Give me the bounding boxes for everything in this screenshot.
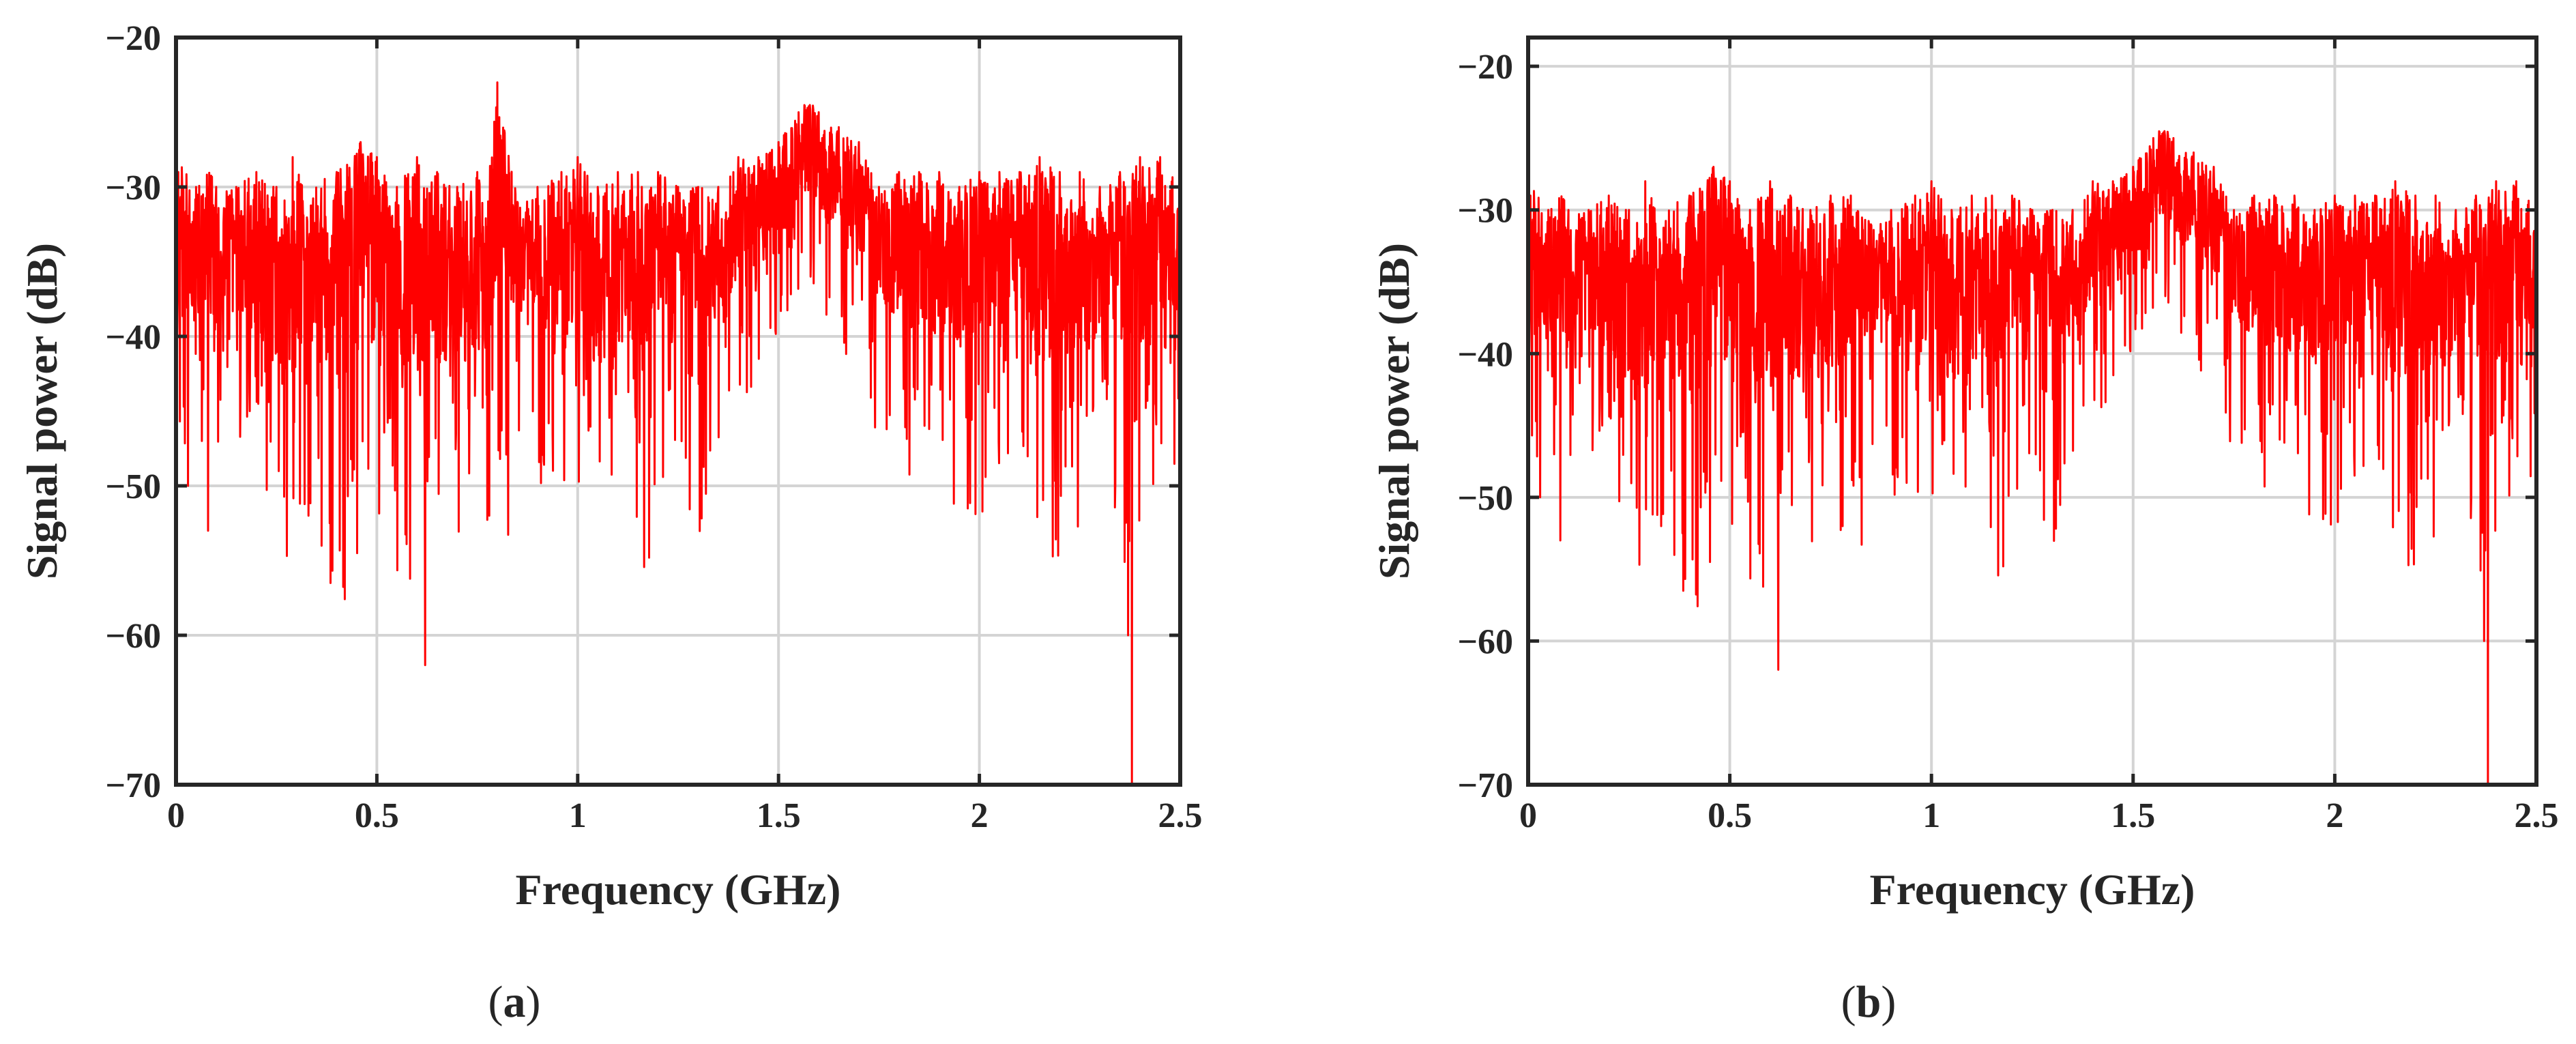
x-tick-label: 0.5 — [355, 796, 399, 835]
grid-lines — [176, 38, 1180, 785]
x-tick-label: 1 — [1922, 796, 1940, 835]
grid-lines — [1528, 38, 2536, 785]
x-tick-label: 2 — [971, 796, 989, 835]
spectrum-line — [1527, 37, 2538, 786]
panel-label-letter: b — [1856, 977, 1882, 1027]
y-tick-label: −40 — [1457, 335, 1513, 374]
y-tick-label: −20 — [1457, 48, 1513, 87]
x-axis-title: Frequency (GHz) — [1870, 865, 2195, 914]
x-tick-label: 0 — [1519, 796, 1537, 835]
panel-label: (b) — [1841, 977, 1897, 1027]
series-layer — [1527, 37, 2538, 786]
y-tick-label: −50 — [1457, 479, 1513, 518]
x-tick-label: 0 — [167, 796, 185, 835]
y-tick-label: −40 — [105, 318, 161, 357]
x-tick-label: 2 — [2326, 796, 2343, 835]
y-axis-title: Signal power (dB) — [1370, 243, 1418, 579]
x-tick-label: 2.5 — [1158, 796, 1203, 835]
chart-panel-b: 0 0.5 1 1.5 2 2.5 −70 −60 −50 −40 −30 −20 Frequency… — [1370, 35, 2559, 1027]
x-tick-label: 0.5 — [1708, 796, 1752, 835]
x-tick-label: 2.5 — [2515, 796, 2559, 835]
y-tick-label: −30 — [1457, 192, 1513, 231]
panel-label: (a) — [488, 977, 541, 1027]
axes-frame — [1526, 35, 2538, 787]
x-tick-label: 1 — [569, 796, 587, 835]
y-tick-label: −50 — [105, 467, 161, 506]
tick-layer: 0 0.5 1 1.5 2 2.5 −70 −60 −50 −40 −30 −20 — [1457, 38, 2559, 835]
y-tick-label: −60 — [105, 617, 161, 656]
x-axis-title: Frequency (GHz) — [516, 865, 841, 914]
x-tick-label: 1.5 — [2111, 796, 2155, 835]
y-tick-label: −20 — [105, 19, 161, 58]
series-layer — [175, 37, 1182, 786]
x-tick-label: 1.5 — [757, 796, 801, 835]
y-tick-label: −30 — [105, 169, 161, 207]
y-tick-label: −70 — [1457, 766, 1513, 805]
axes-frame — [174, 35, 1182, 787]
y-tick-label: −60 — [1457, 622, 1513, 661]
chart-panel-a: 0 0.5 1 1.5 2 2.5 −70 −60 −50 −40 −30 −20 Frequency… — [18, 19, 1203, 1027]
y-axis-title: Signal power (dB) — [18, 243, 66, 579]
spectrum-line — [175, 37, 1182, 786]
y-tick-label: −70 — [105, 766, 161, 805]
panel-label-letter: a — [503, 977, 526, 1027]
tick-layer: 0 0.5 1 1.5 2 2.5 −70 −60 −50 −40 −30 −20 — [105, 19, 1202, 835]
